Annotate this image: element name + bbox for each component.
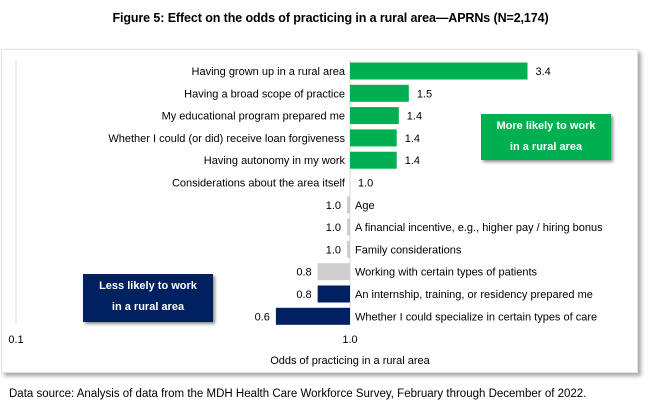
bar — [350, 84, 409, 102]
x-tick-label: 0.1 — [8, 334, 23, 346]
x-axis-title: Odds of practicing in a rural area — [270, 355, 430, 367]
bar — [350, 151, 397, 169]
value-label: 1.4 — [405, 133, 420, 145]
data-source-note: Data source: Analysis of data from the M… — [9, 388, 587, 400]
value-label: 0.8 — [296, 267, 311, 279]
category-label: A financial incentive, e.g., higher pay … — [355, 222, 603, 234]
bar — [347, 196, 350, 214]
more-likely-callout: More likely to work in a rural area — [481, 114, 611, 160]
value-label: 1.0 — [326, 200, 341, 212]
value-label: 3.4 — [536, 66, 551, 78]
category-label: Working with certain types of patients — [355, 267, 537, 279]
value-label: 1.0 — [326, 222, 341, 234]
bar — [275, 307, 350, 325]
less-likely-callout: Less likely to work in a rural area — [83, 274, 213, 322]
category-label: Having grown up in a rural area — [192, 66, 346, 78]
category-label: Whether I could (or did) receive loan fo… — [108, 133, 345, 145]
category-label: Having a broad scope of practice — [184, 88, 345, 100]
value-label: 1.4 — [405, 155, 420, 167]
more-likely-line-1: More likely to work — [496, 120, 596, 132]
value-label: 1.4 — [407, 111, 422, 123]
value-label: 1.0 — [326, 244, 341, 256]
bar — [350, 107, 399, 125]
bar — [317, 263, 350, 281]
less-likely-line-1: Less likely to work — [99, 280, 197, 292]
less-likely-line-2: in a rural area — [111, 301, 185, 313]
category-label: Considerations about the area itself — [172, 178, 346, 190]
more-likely-line-2: in a rural area — [509, 141, 583, 153]
category-label: Family considerations — [355, 244, 462, 256]
bar — [317, 285, 350, 303]
bar — [350, 62, 528, 80]
value-label: 0.8 — [296, 289, 311, 301]
chart-title: Figure 5: Effect on the odds of practici… — [112, 11, 549, 25]
value-label: 1.5 — [417, 88, 432, 100]
category-label: An internship, training, or residency pr… — [355, 289, 593, 301]
category-label: Age — [355, 200, 375, 212]
bar — [347, 240, 350, 258]
value-label: 1.0 — [358, 178, 373, 190]
category-label: My educational program prepared me — [162, 111, 345, 123]
category-label: Having autonomy in my work — [204, 155, 346, 167]
x-tick-label: 1.0 — [342, 334, 357, 346]
bar — [347, 218, 350, 236]
value-label: 0.6 — [255, 311, 270, 323]
category-label: Whether I could specialize in certain ty… — [355, 311, 597, 323]
bar — [350, 129, 397, 147]
